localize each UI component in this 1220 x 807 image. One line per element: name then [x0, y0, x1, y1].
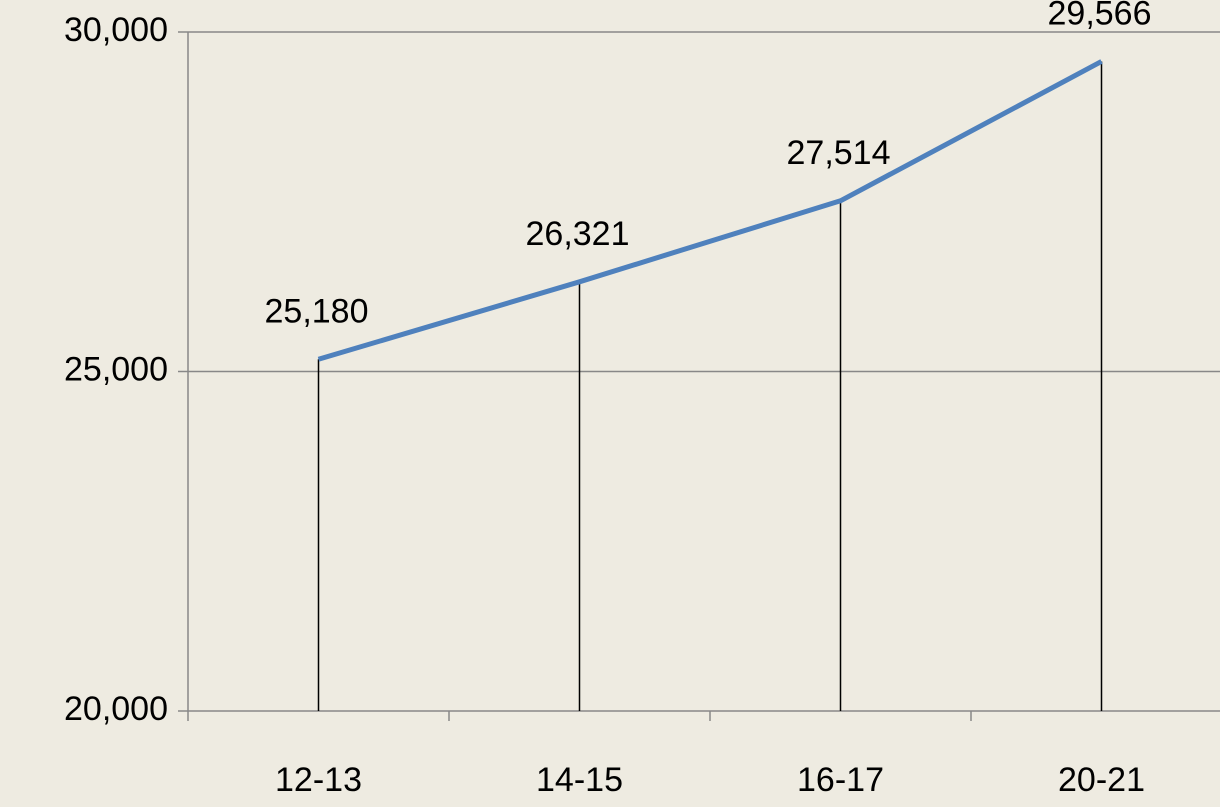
data-label: 27,514 — [787, 134, 891, 172]
data-label: 29,566 — [1048, 0, 1152, 32]
y-tick-label: 30,000 — [64, 11, 168, 49]
x-tick-label: 14-15 — [536, 761, 623, 799]
x-tick-label: 16-17 — [797, 761, 884, 799]
data-label: 25,180 — [265, 292, 369, 330]
y-tick-label: 25,000 — [64, 350, 168, 388]
x-tick-label: 20-21 — [1058, 761, 1145, 799]
y-tick-label: 20,000 — [64, 690, 168, 728]
x-tick-label: 12-13 — [275, 761, 362, 799]
series-line — [317, 59, 1103, 362]
data-label: 26,321 — [526, 215, 630, 253]
